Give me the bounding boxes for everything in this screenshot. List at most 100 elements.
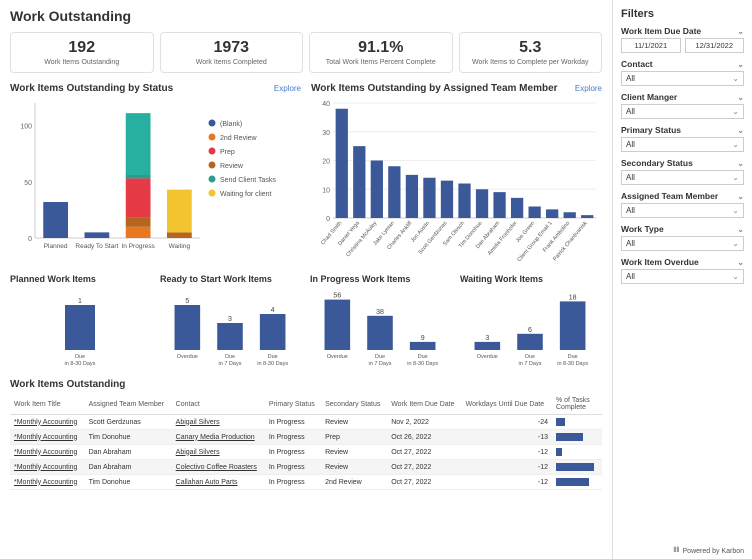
svg-text:9: 9 (421, 335, 425, 342)
svg-text:Prep: Prep (220, 149, 235, 156)
table-header[interactable]: Assigned Team Member (85, 394, 172, 415)
svg-text:20: 20 (322, 159, 330, 166)
svg-text:Due: Due (225, 354, 235, 360)
table-row[interactable]: *Monthly Accounting Tim Donohue Canary M… (10, 430, 602, 445)
work-item-title[interactable]: *Monthly Accounting (10, 415, 85, 430)
kpi-value: 1973 (165, 39, 299, 57)
table-header[interactable]: Workdays Until Due Date (462, 394, 552, 415)
cell-pct (552, 445, 602, 460)
table-title: Work Items Outstanding (10, 379, 602, 390)
filter-select[interactable]: All⌄ (621, 137, 744, 152)
chevron-down-icon: ⌄ (732, 272, 739, 281)
explore-link[interactable]: Explore (274, 84, 301, 93)
svg-text:Overdue: Overdue (327, 354, 348, 360)
explore-link[interactable]: Explore (575, 84, 602, 93)
small-chart: In Progress Work Items56Overdue38Duein 7… (310, 274, 452, 371)
chevron-down-icon: ⌄ (732, 239, 739, 248)
small-chart: Planned Work Items1Duein 8-30 Days (10, 274, 152, 371)
status-chart-panel: Work Items Outstanding by Status Explore… (10, 83, 301, 266)
table-header[interactable]: Contact (172, 394, 265, 415)
powered-by-footer: ⦀⦀ Powered by Karbon (621, 547, 744, 555)
svg-text:Due: Due (418, 354, 428, 360)
filter-label: Secondary Status (621, 158, 693, 168)
kpi-row: 192Work Items Outstanding 1973 Work Items … (10, 32, 602, 73)
team-chart-panel: Work Items Outstanding by Assigned Team … (311, 83, 602, 266)
cell-contact[interactable]: Callahan Auto Parts (172, 475, 265, 490)
filter-group: Work Item Overdue⌄ All⌄ (621, 257, 744, 284)
karbon-logo-icon: ⦀⦀ (673, 547, 679, 555)
work-items-table: Work Item TitleAssigned Team MemberConta… (10, 394, 602, 490)
chevron-down-icon[interactable]: ⌄ (737, 126, 744, 135)
work-item-title[interactable]: *Monthly Accounting (10, 475, 85, 490)
cell-pct (552, 475, 602, 490)
svg-text:Waiting for client: Waiting for client (220, 191, 272, 198)
svg-text:50: 50 (24, 180, 32, 187)
filter-select[interactable]: All⌄ (621, 203, 744, 218)
filter-select[interactable]: All⌄ (621, 236, 744, 251)
table-row[interactable]: *Monthly Accounting Scott Gerdzunas Abig… (10, 415, 602, 430)
cell-contact[interactable]: Canary Media Production (172, 430, 265, 445)
svg-text:56: 56 (333, 293, 341, 300)
table-header[interactable]: Work Item Due Date (387, 394, 461, 415)
small-chart-svg: 3Overdue6Duein 7 Days18Duein 8-30 Days (460, 286, 600, 368)
chevron-down-icon[interactable]: ⌄ (737, 159, 744, 168)
table-header[interactable]: Primary Status (265, 394, 321, 415)
svg-text:3: 3 (228, 316, 232, 323)
svg-text:Ready To Start: Ready To Start (75, 243, 118, 250)
chevron-down-icon[interactable]: ⌄ (737, 258, 744, 267)
chevron-down-icon: ⌄ (732, 206, 739, 215)
chevron-down-icon[interactable]: ⌄ (737, 225, 744, 234)
kpi-label: Total Work Items Percent Complete (314, 59, 448, 66)
svg-text:Due: Due (375, 354, 385, 360)
table-header[interactable]: % of Tasks Complete (552, 394, 602, 415)
svg-text:in 8-30 Days: in 8-30 Days (65, 361, 96, 367)
cell-due: Oct 27, 2022 (387, 475, 461, 490)
filter-select[interactable]: All⌄ (621, 269, 744, 284)
work-item-title[interactable]: *Monthly Accounting (10, 460, 85, 475)
svg-text:Waiting: Waiting (169, 243, 191, 250)
filter-value: All (626, 140, 635, 149)
chevron-down-icon[interactable]: ⌄ (737, 192, 744, 201)
work-item-title[interactable]: *Monthly Accounting (10, 445, 85, 460)
filter-select[interactable]: All⌄ (621, 104, 744, 119)
kpi-card: 91.1%Total Work Items Percent Complete (309, 32, 453, 73)
filter-label: Contact (621, 59, 653, 69)
svg-text:In Progress: In Progress (122, 243, 156, 250)
svg-text:40: 40 (322, 101, 330, 108)
chevron-down-icon[interactable]: ⌄ (737, 60, 744, 69)
cell-days: -12 (462, 445, 552, 460)
svg-text:30: 30 (322, 130, 330, 137)
table-header[interactable]: Secondary Status (321, 394, 387, 415)
cell-days: -12 (462, 460, 552, 475)
kpi-card: 5.3Work Items to Complete per Workday (459, 32, 603, 73)
kpi-label: Work Items Outstanding (15, 59, 149, 66)
cell-member: Dan Abraham (85, 445, 172, 460)
work-item-title[interactable]: *Monthly Accounting (10, 430, 85, 445)
table-row[interactable]: *Monthly Accounting Dan Abraham Abigail … (10, 445, 602, 460)
filter-group: Client Manger⌄ All⌄ (621, 92, 744, 119)
chevron-down-icon[interactable]: ⌄ (737, 93, 744, 102)
filter-group: Work Type⌄ All⌄ (621, 224, 744, 251)
svg-text:in 8-30 Days: in 8-30 Days (407, 361, 438, 367)
svg-text:0: 0 (326, 216, 330, 223)
date-from-input[interactable]: 11/1/2021 (621, 38, 681, 53)
cell-member: Tim Donohue (85, 430, 172, 445)
cell-contact[interactable]: Abigail Silvers (172, 445, 265, 460)
status-chart-title: Work Items Outstanding by Status (10, 83, 173, 94)
work-items-table-section: Work Items Outstanding Work Item TitleAs… (10, 379, 602, 490)
kpi-card: 192Work Items Outstanding (10, 32, 154, 73)
filter-select[interactable]: All⌄ (621, 170, 744, 185)
filter-select[interactable]: All⌄ (621, 71, 744, 86)
cell-contact[interactable]: Abigail Silvers (172, 415, 265, 430)
cell-member: Tim Donohue (85, 475, 172, 490)
table-row[interactable]: *Monthly Accounting Tim Donohue Callahan… (10, 475, 602, 490)
chevron-down-icon[interactable]: ⌄ (737, 27, 744, 36)
cell-contact[interactable]: Colectivo Coffee Roasters (172, 460, 265, 475)
svg-text:in 8-30 Days: in 8-30 Days (557, 361, 588, 367)
cell-primary: In Progress (265, 445, 321, 460)
date-to-input[interactable]: 12/31/2022 (685, 38, 745, 53)
table-header[interactable]: Work Item Title (10, 394, 85, 415)
cell-primary: In Progress (265, 430, 321, 445)
table-row[interactable]: *Monthly Accounting Dan Abraham Colectiv… (10, 460, 602, 475)
svg-text:10: 10 (322, 187, 330, 194)
